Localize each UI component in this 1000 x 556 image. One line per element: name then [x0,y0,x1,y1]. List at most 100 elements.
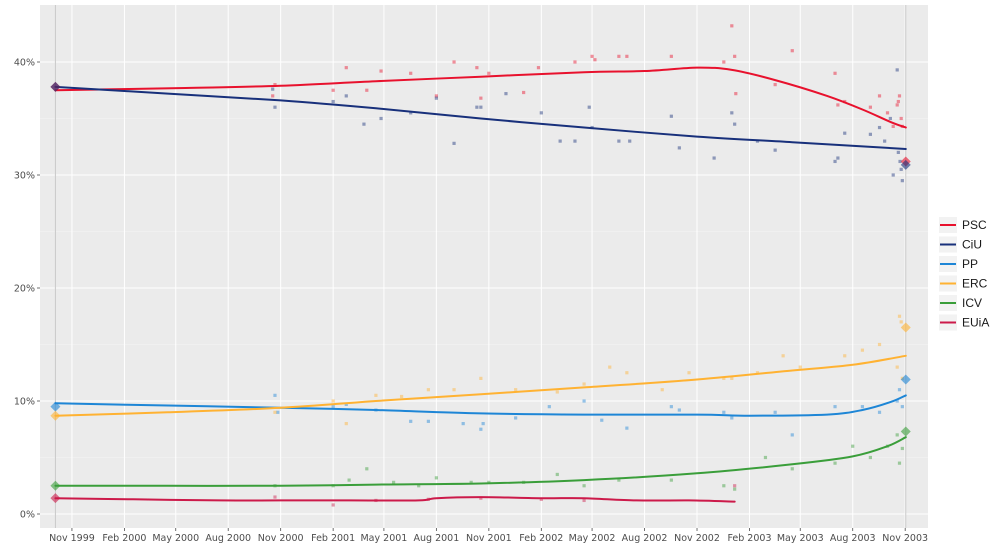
poll-point [773,410,777,414]
poll-point [895,433,899,437]
poll-point [877,125,882,130]
poll-point [399,394,404,399]
poll-point [331,399,335,403]
poll-point [712,156,716,160]
poll-point [730,111,734,115]
election-result-marker [900,322,911,333]
poll-point [763,455,768,460]
x-tick-label: Aug 2002 [622,533,668,544]
x-tick-label: Aug 2000 [205,533,251,544]
poll-point [479,376,483,380]
poll-point [587,105,591,109]
x-tick-label: May 2001 [360,533,407,544]
poll-point [426,388,430,392]
poll-point [883,139,887,143]
y-tick-label: 0% [20,510,35,521]
poll-point [843,131,847,135]
legend-label-psc: PSC [962,218,987,232]
poll-point [833,71,837,75]
poll-point [885,111,890,115]
poll-point [860,405,865,409]
poll-point [344,402,348,406]
trend-line-psc [54,66,907,129]
poll-point [487,71,491,75]
poll-point [547,405,551,409]
poll-point [687,371,691,375]
poll-point [868,132,872,136]
poll-point [409,419,413,423]
poll-point [836,103,840,107]
poll-point [331,405,335,409]
poll-point [677,408,681,412]
election-result-marker [900,374,911,385]
poll-point [660,388,664,392]
poll-point [479,96,483,100]
poll-point [555,472,559,477]
poll-point [897,461,902,465]
poll-point [669,114,673,118]
poll-point [625,371,629,375]
poll-point [617,478,621,482]
election-result-marker [50,401,61,412]
poll-point [730,376,734,380]
poll-point [475,66,479,70]
poll-point [833,405,837,409]
y-tick-label: 40% [14,58,35,69]
poll-point [374,393,378,397]
x-tick-label: Aug 2001 [414,533,460,544]
poll-point [417,484,421,488]
poll-point [896,99,900,104]
poll-point [730,24,734,28]
poll-point [733,487,737,491]
y-tick-label: 20% [14,284,35,295]
poll-point [899,167,903,171]
poll-point [593,58,597,62]
poll-point [891,124,895,129]
poll-point [733,54,737,58]
poll-point [899,320,903,324]
poll-point [273,393,277,397]
poll-point [536,66,541,70]
poll-point [522,90,526,95]
x-tick-label: Nov 1999 [49,533,95,544]
poll-point [362,122,366,126]
x-axis: Nov 1999 Feb 2000 May 2000 Aug 2000 Nov 2000… [49,528,928,544]
poll-point [331,88,335,92]
legend: PSC CiU PP ERC ICV EUiA [938,214,990,335]
poll-point [514,416,518,420]
poll-point [895,68,899,72]
poll-point [833,159,837,164]
x-tick-label: May 2003 [777,533,824,544]
poll-point [733,484,737,488]
poll-point [379,116,383,121]
poll-point [833,461,837,465]
poll-point [481,422,485,426]
x-tick-label: Feb 2001 [311,533,355,544]
x-tick-label: Nov 2002 [674,533,720,544]
poll-point [331,99,335,104]
poll-point [722,60,726,64]
x-tick-label: Nov 2000 [258,533,304,544]
poll-point [897,388,902,392]
poll-point [573,60,577,64]
poll-point [877,342,882,347]
poll-point [344,422,348,426]
poll-point [331,503,335,507]
poll-point [479,427,483,431]
poll-point [365,467,369,471]
x-tick-label: Feb 2003 [727,533,771,544]
poll-point [347,478,351,482]
trend-line-pp [54,394,907,417]
poll-point [868,105,872,109]
x-tick-label: Feb 2002 [519,533,563,544]
poll-point [669,478,673,482]
poll-point [877,94,882,98]
poll-point [628,139,632,143]
poll-point [625,426,629,430]
poll-point [900,446,904,451]
poll-point [891,173,895,177]
election-lines [54,5,907,528]
y-tick-label: 10% [14,397,35,408]
poll-point [900,405,904,409]
y-tick-label: 30% [14,171,35,182]
